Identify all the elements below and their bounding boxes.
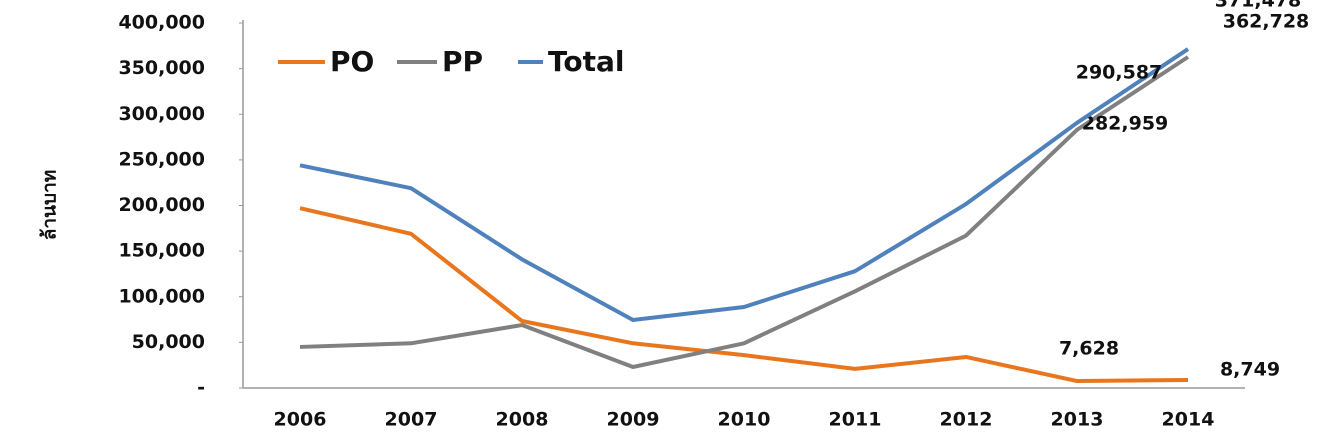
- series-line: [299, 47, 1190, 323]
- data-label: 371,478: [1215, 0, 1302, 12]
- x-tick-label: 2007: [385, 409, 438, 431]
- legend-label: PO: [330, 45, 374, 78]
- x-tick-label: 2009: [607, 409, 660, 431]
- data-label: 8,749: [1220, 359, 1280, 381]
- series-line: [299, 55, 1190, 370]
- x-tick-label: 2012: [940, 409, 993, 431]
- y-tick-label: 250,000: [118, 148, 205, 170]
- y-tick-label: 400,000: [118, 12, 205, 34]
- x-tick-label: 2013: [1051, 409, 1104, 431]
- y-tick-label: 350,000: [118, 57, 205, 79]
- y-tick-label: 50,000: [132, 331, 205, 353]
- x-tick-label: 2006: [274, 409, 327, 431]
- x-tick-label: 2008: [496, 409, 549, 431]
- y-tick-label: 100,000: [118, 285, 205, 307]
- series-line: [299, 206, 1189, 384]
- data-label: 7,628: [1059, 338, 1119, 360]
- x-tick-label: 2010: [718, 409, 771, 431]
- data-label: 282,959: [1082, 112, 1169, 134]
- legend-label: PP: [442, 45, 483, 78]
- y-tick-label: 300,000: [118, 103, 205, 125]
- x-tick-label: 2014: [1162, 409, 1215, 431]
- x-tick-label: 2011: [829, 409, 882, 431]
- y-tick-label: -: [197, 377, 205, 399]
- y-axis-label: ล้านบาท: [39, 170, 61, 241]
- legend-label: Total: [548, 45, 625, 78]
- y-tick-label: 200,000: [118, 194, 205, 216]
- y-tick-label: 150,000: [118, 240, 205, 262]
- data-label: 290,587: [1076, 61, 1163, 83]
- data-label: 362,728: [1223, 11, 1310, 33]
